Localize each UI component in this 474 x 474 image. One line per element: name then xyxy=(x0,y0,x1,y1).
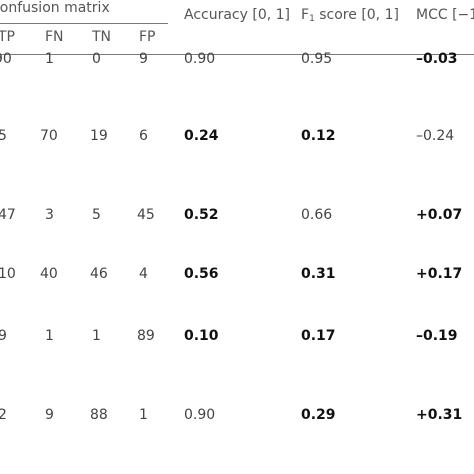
col-header-mcc: MCC [−1, xyxy=(416,7,474,23)
row-1-mcc: –0.03 xyxy=(416,51,458,67)
col-header-accuracy: Accuracy [0, 1] xyxy=(184,7,291,23)
col-header-fp: FP xyxy=(139,29,156,45)
group-underline xyxy=(0,23,168,24)
row-3-accuracy: 0.52 xyxy=(184,207,219,223)
row-5-f1: 0.17 xyxy=(301,328,336,344)
row-4-tn: 46 xyxy=(90,266,108,282)
row-3-f1: 0.66 xyxy=(301,207,333,223)
row-3-fp: 45 xyxy=(137,207,155,223)
row-1-fp: 9 xyxy=(139,51,148,67)
row-5-tn: 1 xyxy=(92,328,101,344)
row-6-fp: 1 xyxy=(139,407,148,423)
row-5-tp: 9 xyxy=(0,328,7,344)
row-4-accuracy: 0.56 xyxy=(184,266,219,282)
row-2-accuracy: 0.24 xyxy=(184,128,219,144)
f1-subscript: 1 xyxy=(309,14,315,24)
row-6-mcc: +0.31 xyxy=(416,407,463,423)
row-4-fn: 40 xyxy=(40,266,58,282)
row-6-accuracy: 0.90 xyxy=(184,407,216,423)
row-2-mcc: –0.24 xyxy=(416,128,455,144)
row-3-tn: 5 xyxy=(92,207,101,223)
row-5-fp: 89 xyxy=(137,328,155,344)
row-1-accuracy: 0.90 xyxy=(184,51,216,67)
row-6-fn: 9 xyxy=(45,407,54,423)
row-2-fn: 70 xyxy=(40,128,58,144)
row-2-f1: 0.12 xyxy=(301,128,336,144)
col-header-tn: TN xyxy=(92,29,112,45)
row-2-fp: 6 xyxy=(139,128,148,144)
col-header-tp: TP xyxy=(0,29,15,45)
row-1-tn: 0 xyxy=(92,51,101,67)
row-1-f1: 0.95 xyxy=(301,51,333,67)
row-5-mcc: –0.19 xyxy=(416,328,458,344)
row-5-fn: 1 xyxy=(45,328,54,344)
row-4-mcc: +0.17 xyxy=(416,266,463,282)
col-header-fn: FN xyxy=(45,29,64,45)
row-6-tp: 2 xyxy=(0,407,7,423)
confusion-matrix-group-label: Confusion matrix xyxy=(0,0,110,16)
row-4-tp: 10 xyxy=(0,266,16,282)
row-3-mcc: +0.07 xyxy=(416,207,463,223)
row-6-tn: 88 xyxy=(90,407,108,423)
row-3-fn: 3 xyxy=(45,207,54,223)
f1-prefix: F xyxy=(301,7,310,23)
row-2-tp: 5 xyxy=(0,128,7,144)
col-header-f1: F1 score [0, 1] xyxy=(301,7,399,24)
header-rule xyxy=(0,54,474,55)
row-3-tp: 47 xyxy=(0,207,16,223)
row-2-tn: 19 xyxy=(90,128,108,144)
row-1-fn: 1 xyxy=(45,51,54,67)
row-4-fp: 4 xyxy=(139,266,148,282)
row-5-accuracy: 0.10 xyxy=(184,328,219,344)
row-4-f1: 0.31 xyxy=(301,266,336,282)
f1-rest: score [0, 1] xyxy=(314,7,399,23)
row-1-tp: 90 xyxy=(0,51,12,67)
row-6-f1: 0.29 xyxy=(301,407,336,423)
